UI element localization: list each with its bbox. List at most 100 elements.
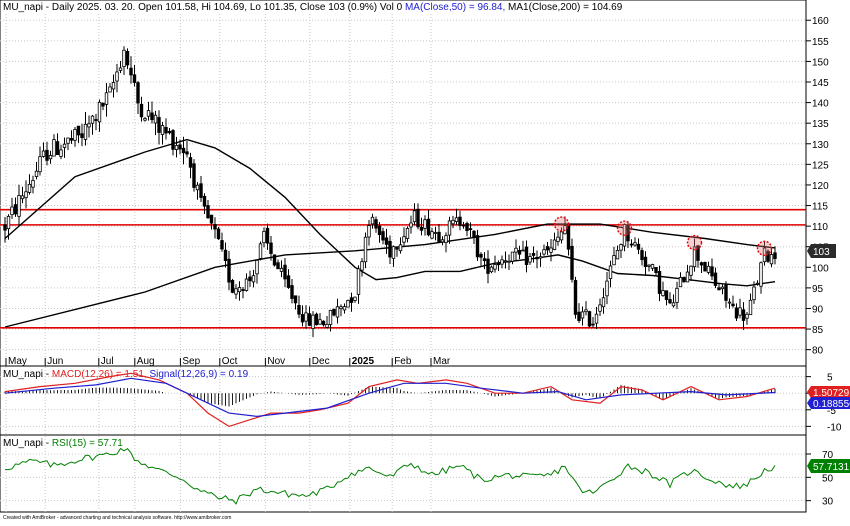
price-y-tick-label: 85 xyxy=(812,325,824,336)
candle-body xyxy=(766,250,770,262)
price-header: MU_napi - Daily 2025. 03. 20. Open 101.5… xyxy=(3,2,623,13)
highlight-circle xyxy=(616,220,633,236)
rsi-y-tick-label: 70 xyxy=(822,450,834,461)
price-y-tick-label: 110 xyxy=(812,222,828,233)
candle-body xyxy=(507,260,511,263)
price-grid xyxy=(0,14,806,366)
candle-body xyxy=(101,102,105,107)
candle-body xyxy=(27,183,32,193)
rsi-header: MU_napi - RSI(15) = 57.71 xyxy=(3,438,123,449)
candle-body xyxy=(332,308,336,316)
candle-body xyxy=(241,289,245,291)
ma200-line xyxy=(4,223,776,328)
candle-body xyxy=(510,251,515,262)
candle-body xyxy=(549,247,553,253)
macd-badge-text: 1.50729 xyxy=(813,388,850,399)
candle-body xyxy=(619,244,623,251)
macd-y-tick-label: -5 xyxy=(827,406,836,417)
candle-body xyxy=(38,156,42,173)
candle-body xyxy=(108,86,112,93)
macd-line xyxy=(4,372,776,428)
candle-body xyxy=(517,249,522,255)
candle-body xyxy=(391,246,396,259)
candle-body xyxy=(388,240,392,258)
macd-badge-bg xyxy=(807,386,850,398)
ma50-line xyxy=(4,138,776,287)
candle-body xyxy=(689,265,693,276)
candle-body xyxy=(580,311,585,319)
candle-body xyxy=(160,125,165,135)
support-resistance-lines xyxy=(0,208,806,329)
candle-body xyxy=(629,243,634,246)
candle-body xyxy=(269,242,273,254)
candle-body xyxy=(185,151,189,155)
candle-body xyxy=(717,287,721,291)
candle-body xyxy=(528,256,532,263)
candle-body xyxy=(129,67,133,76)
candle-body xyxy=(174,145,179,151)
rsi-y-tick-label: 30 xyxy=(822,497,834,508)
candle-body xyxy=(318,319,322,325)
candle-body xyxy=(339,306,343,310)
price-y-tick-label: 125 xyxy=(812,160,829,171)
price-x-tick-label: Nov xyxy=(267,356,285,367)
rsi-badge: 57.7131 xyxy=(807,459,850,473)
candle-body xyxy=(143,118,147,121)
signal-badge-text: 0.188556 xyxy=(813,399,850,410)
candle-body xyxy=(230,279,235,293)
candle-body xyxy=(601,297,606,308)
candle-body xyxy=(255,259,259,275)
candle-body xyxy=(615,250,620,260)
candle-body xyxy=(83,123,88,140)
candle-body xyxy=(381,231,385,241)
candle-body xyxy=(367,225,371,238)
candle-body xyxy=(643,256,648,268)
candle-body xyxy=(34,170,39,177)
candle-body xyxy=(227,258,231,283)
candle-body xyxy=(325,323,329,328)
candle-body xyxy=(328,309,333,325)
candle-body xyxy=(755,282,760,285)
candle-body xyxy=(545,246,550,251)
candle-body xyxy=(738,307,742,316)
candle-body xyxy=(710,266,714,277)
candle-body xyxy=(258,243,263,259)
candle-body xyxy=(521,249,525,252)
candle-body xyxy=(752,286,756,301)
candle-body xyxy=(720,286,725,290)
candle-body xyxy=(745,313,749,319)
rsi-header-prefix: MU_napi - xyxy=(3,438,52,449)
candle-body xyxy=(13,204,18,215)
price-x-tick-label: 2025 xyxy=(352,356,375,367)
candle-body xyxy=(496,262,501,266)
candle-body xyxy=(559,231,564,241)
candle-body xyxy=(395,247,399,250)
candle-body xyxy=(353,296,357,301)
candle-body xyxy=(132,74,137,83)
candle-body xyxy=(45,149,49,161)
candle-body xyxy=(731,303,735,307)
candle-body xyxy=(248,276,252,282)
candle-body xyxy=(3,224,7,231)
candle-body xyxy=(115,71,119,82)
candle-body xyxy=(80,133,84,139)
candle-body xyxy=(454,217,459,223)
candle-body xyxy=(164,126,168,134)
candle-body xyxy=(577,311,581,321)
highlight-circle xyxy=(553,216,570,232)
candle-body xyxy=(423,219,427,229)
candle-body xyxy=(657,270,662,294)
candle-body xyxy=(167,130,172,134)
candle-body xyxy=(111,82,116,90)
candle-body xyxy=(125,51,130,66)
macd-y-tick-label: 5 xyxy=(827,373,833,384)
candle-body xyxy=(178,144,182,150)
price-badge: 103 xyxy=(807,244,836,258)
candle-body xyxy=(479,253,483,258)
candle-body xyxy=(59,149,63,157)
candle-body xyxy=(493,264,497,270)
candle-body xyxy=(447,220,452,236)
candle-body xyxy=(538,256,543,259)
candle-body xyxy=(706,265,711,273)
